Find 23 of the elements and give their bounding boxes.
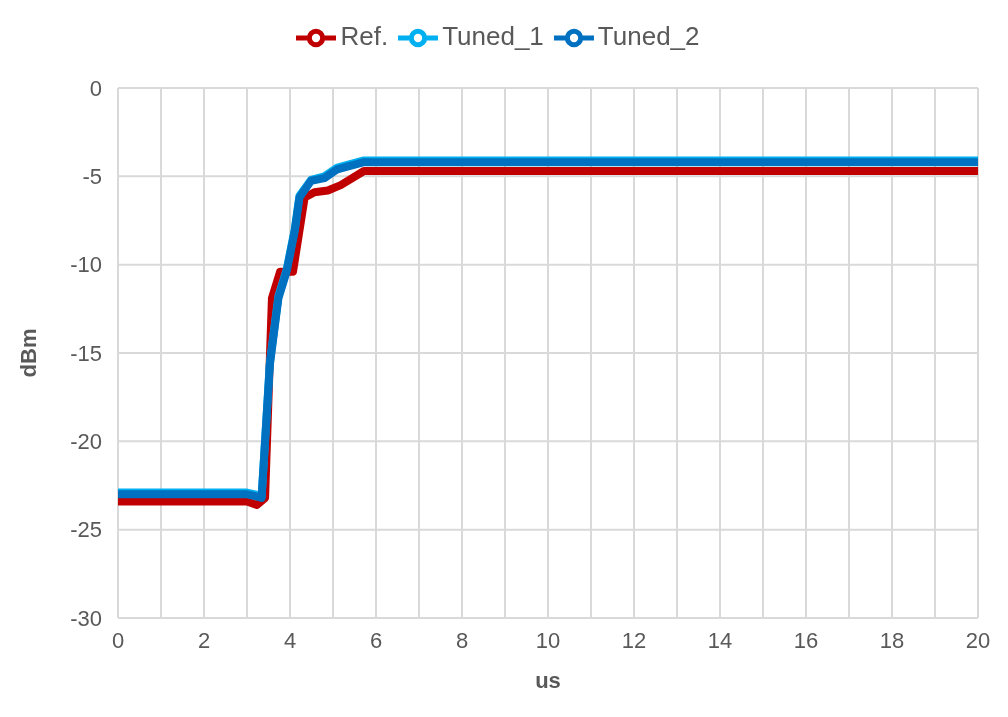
x-axis-title: us [535, 668, 561, 693]
legend-label: Tuned_2 [597, 20, 700, 51]
x-tick-label: 14 [707, 627, 733, 653]
y-tick-label: -5 [82, 164, 102, 190]
legend-label: Tuned_1 [442, 20, 544, 51]
x-tick-label: 6 [369, 627, 383, 653]
x-tick-label: 4 [283, 627, 297, 653]
x-tick-label: 16 [793, 627, 819, 653]
y-tick-label: -20 [70, 429, 102, 455]
y-tick-label: -30 [70, 605, 102, 631]
legend-label: Ref. [340, 20, 389, 51]
x-tick-label: 18 [879, 627, 905, 653]
x-tick-label: 0 [111, 627, 125, 653]
x-tick-label: 10 [535, 627, 561, 653]
x-tick-label: 20 [965, 627, 991, 653]
y-tick-label: -25 [70, 517, 102, 543]
y-tick-label: -10 [70, 252, 102, 278]
x-tick-label: 8 [455, 627, 469, 653]
y-axis-title: dBm [15, 328, 41, 378]
x-tick-label: 12 [621, 627, 647, 653]
x-tick-label: 2 [197, 627, 211, 653]
y-tick-label: 0 [89, 75, 102, 101]
y-tick-label: -15 [70, 340, 102, 366]
